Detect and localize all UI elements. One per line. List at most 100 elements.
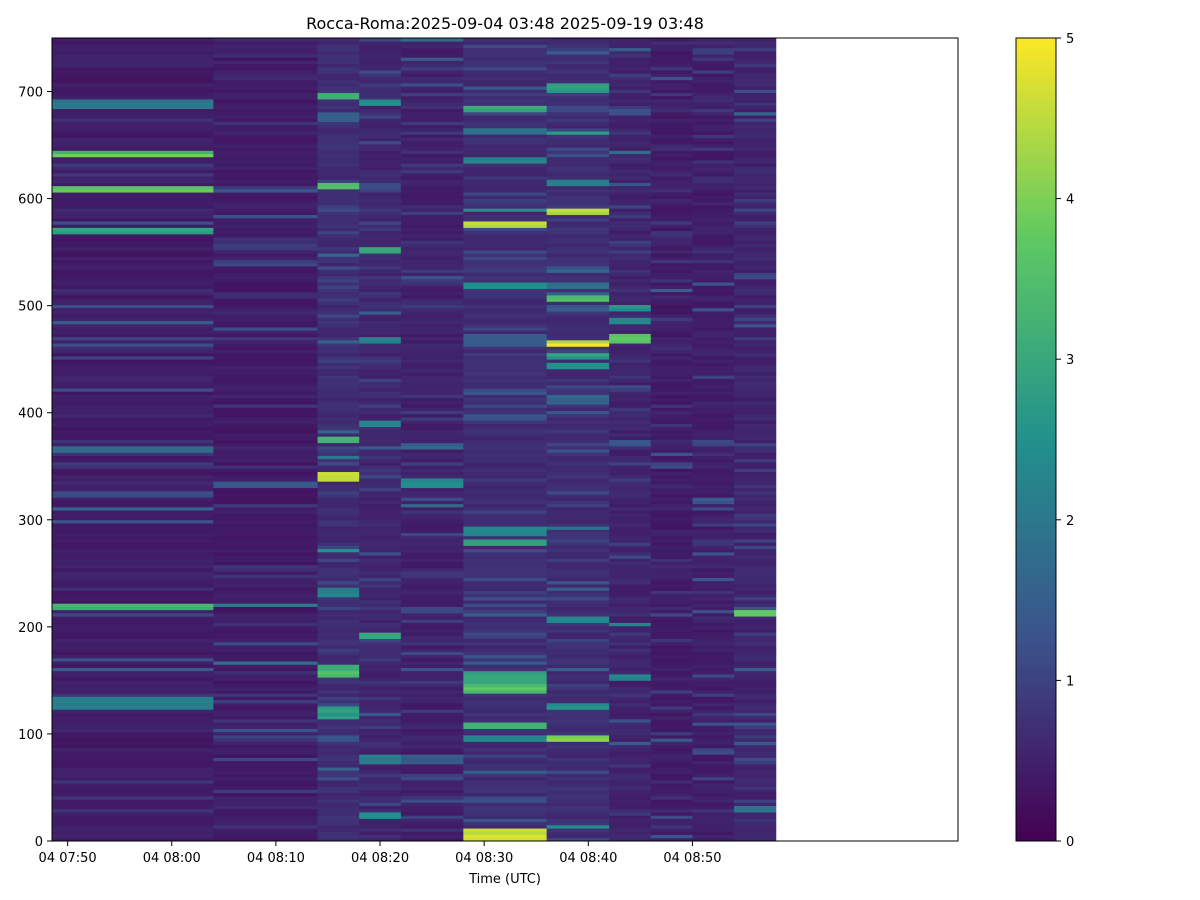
heatmap-cell <box>52 657 214 662</box>
heatmap-cell <box>317 622 360 627</box>
heatmap-cell <box>52 57 214 61</box>
heatmap-cell <box>317 233 360 238</box>
heatmap-cell <box>317 513 360 517</box>
heatmap-cell <box>650 368 693 373</box>
heatmap-cell <box>650 131 693 135</box>
heatmap-cell <box>609 294 652 299</box>
heatmap-cell <box>609 612 652 617</box>
heatmap-cell <box>317 545 360 550</box>
heatmap-cell <box>734 757 777 762</box>
heatmap-cell <box>734 131 777 135</box>
heatmap-cell <box>734 635 777 640</box>
heatmap-cell <box>546 288 610 293</box>
heatmap-cell <box>317 506 360 511</box>
heatmap-cell <box>317 304 360 309</box>
heatmap-cell <box>609 587 652 591</box>
heatmap-cell <box>650 706 693 710</box>
heatmap-cell <box>52 603 214 607</box>
heatmap-cell <box>213 641 319 646</box>
heatmap-cell <box>609 70 652 74</box>
heatmap-cell <box>609 516 652 521</box>
heatmap-cell <box>317 635 360 640</box>
heatmap-cell <box>463 417 548 421</box>
heatmap-cell <box>609 179 652 183</box>
heatmap-cell <box>650 102 693 106</box>
heatmap-cell <box>463 346 548 350</box>
heatmap-cell <box>52 471 214 476</box>
heatmap-cell <box>734 336 777 341</box>
heatmap-cell <box>734 580 777 585</box>
heatmap-cell <box>463 593 548 598</box>
heatmap-cell <box>734 455 777 460</box>
heatmap-cell <box>52 821 214 826</box>
heatmap-cell <box>609 834 652 839</box>
heatmap-cell <box>400 237 464 241</box>
heatmap-cell <box>692 657 735 662</box>
heatmap-cell <box>52 153 214 158</box>
heatmap-cell <box>734 645 777 649</box>
heatmap-cell <box>546 105 610 110</box>
heatmap-cell <box>609 796 652 800</box>
heatmap-cell <box>609 619 652 623</box>
heatmap-cell <box>52 445 214 450</box>
heatmap-cell <box>213 121 319 126</box>
heatmap-cell <box>650 359 693 363</box>
heatmap-cell <box>650 783 693 787</box>
heatmap-cell <box>463 50 548 55</box>
heatmap-cell <box>734 818 777 823</box>
heatmap-cell <box>52 571 214 575</box>
heatmap-cell <box>52 169 214 174</box>
heatmap-cell <box>546 490 610 495</box>
heatmap-cell <box>692 249 735 254</box>
heatmap-cell <box>213 783 319 787</box>
heatmap-cell <box>317 182 360 187</box>
heatmap-cell <box>213 786 319 791</box>
heatmap-cell <box>650 86 693 90</box>
heatmap-cell <box>734 667 777 672</box>
heatmap-cell <box>463 278 548 283</box>
heatmap-cell <box>400 388 464 392</box>
heatmap-cell <box>650 757 693 762</box>
heatmap-cell <box>213 494 319 498</box>
heatmap-cell <box>317 82 360 87</box>
heatmap-cell <box>400 670 464 675</box>
heatmap-cell <box>546 744 610 749</box>
heatmap-cell <box>317 551 360 556</box>
heatmap-cell <box>52 343 214 347</box>
heatmap-cell <box>317 327 360 331</box>
heatmap-cell <box>734 641 777 646</box>
heatmap-cell <box>650 776 693 781</box>
heatmap-cell <box>546 648 610 652</box>
heatmap-cell <box>52 619 214 623</box>
heatmap-cell <box>463 95 548 100</box>
heatmap-cell <box>609 715 652 720</box>
heatmap-cell <box>317 728 360 733</box>
heatmap-cell <box>359 262 402 267</box>
heatmap-cell <box>692 227 735 232</box>
heatmap-cell <box>400 500 464 505</box>
heatmap-cell <box>609 188 652 193</box>
heatmap-cell <box>213 580 319 585</box>
heatmap-cell <box>317 426 360 431</box>
heatmap-cell <box>359 224 402 228</box>
heatmap-cell <box>317 253 360 257</box>
heatmap-cell <box>359 677 402 681</box>
heatmap-cell <box>734 445 777 450</box>
heatmap-cell <box>609 134 652 138</box>
heatmap-cell <box>650 179 693 183</box>
heatmap-cell <box>463 831 548 835</box>
heatmap-cell <box>609 311 652 315</box>
heatmap-cell <box>400 786 464 791</box>
heatmap-cell <box>609 375 652 379</box>
heatmap-cell <box>650 629 693 633</box>
colorbar-tick-label: 4 <box>1066 193 1074 208</box>
heatmap-cell <box>359 551 402 556</box>
heatmap-cell <box>463 179 548 183</box>
heatmap-cell <box>317 388 360 392</box>
heatmap-cell <box>317 593 360 598</box>
heatmap-cell <box>359 291 402 296</box>
heatmap-cell <box>359 127 402 132</box>
heatmap-cell <box>546 92 610 97</box>
heatmap-cell <box>734 686 777 691</box>
heatmap-cell <box>213 73 319 77</box>
